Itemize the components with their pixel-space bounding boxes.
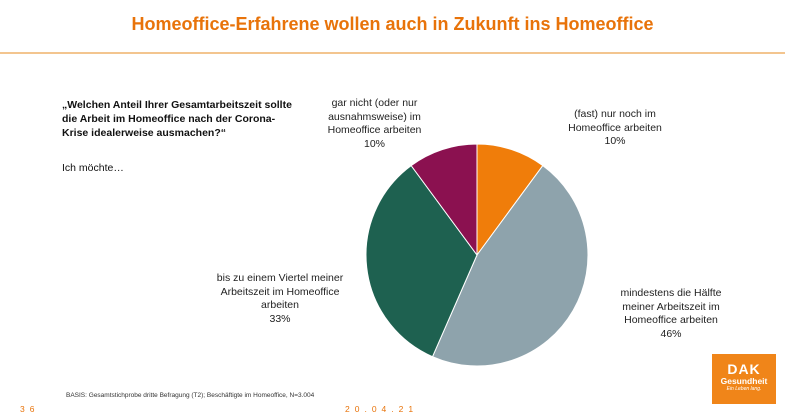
survey-prompt: Ich möchte… [62,162,124,174]
logo-tag: Ein Leben lang. [726,386,762,392]
page-title: Homeoffice-Erfahrene wollen auch in Zuku… [131,14,654,34]
label-viertel-line-3: arbeiten [261,299,299,311]
label-fast-nur-line-2: Homeoffice arbeiten [568,121,662,134]
label-viertel-pct: 33% [269,312,291,325]
label-fast-nur: (fast) nur noch im Homeoffice arbeiten 1… [550,108,680,149]
logo-sub: Gesundheit [720,376,768,386]
label-fast-nur-line-1: (fast) nur noch im [574,108,656,120]
pie-slice-2 [431,164,589,367]
label-fast-nur-pct: 10% [604,135,626,147]
label-mindestens-line-3: Homeoffice arbeiten [624,314,718,326]
footer-basis: BASIS: Gesamtstichprobe dritte Befragung… [66,392,315,399]
header-band [0,0,785,54]
label-mindestens-line-2: meiner Arbeitszeit im [622,300,720,313]
label-mindestens: mindestens die Hälfte meiner Arbeitszeit… [606,287,736,341]
label-viertel-line-1: bis zu einem Viertel meiner [216,272,344,284]
label-gar-nicht-line-2: ausnahmsweise) im [328,110,421,123]
pie-slice-3 [365,164,478,358]
label-viertel: bis zu einem Viertel meiner Arbeitszeit … [200,272,360,326]
label-gar-nicht: gar nicht (oder nur ausnahmsweise) im Ho… [312,97,437,151]
label-gar-nicht-pct: 10% [363,137,385,150]
label-mindestens-pct: 46% [660,327,682,340]
footer-date: 20.04.21 [345,404,419,414]
label-viertel-line-2: Arbeitszeit im Homeoffice [220,285,340,298]
pie-slice-4 [410,143,478,257]
label-mindestens-line-1: mindestens die Hälfte [620,287,722,299]
logo-main: DAK [727,361,761,377]
dak-logo: DAK Gesundheit Ein Leben lang. [712,354,776,404]
label-gar-nicht-line-1: gar nicht (oder nur [331,97,418,109]
page-number: 36 [20,404,40,414]
survey-question: „Welchen Anteil Ihrer Gesamtarbeitszeit … [62,99,292,139]
label-gar-nicht-line-3: Homeoffice arbeiten [327,124,422,136]
pie-slice-1 [476,143,544,257]
